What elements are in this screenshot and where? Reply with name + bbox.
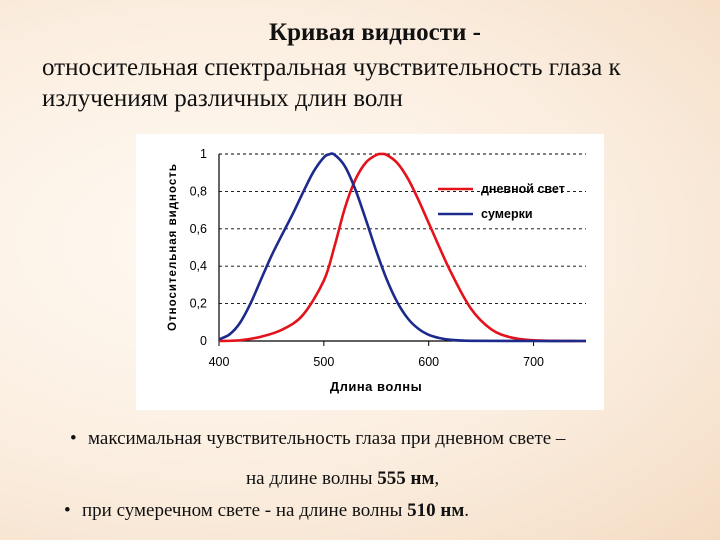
bullet-marker: • [70,428,77,449]
bullet-marker: • [64,500,71,521]
x-axis-label: Длина волны [330,379,422,394]
legend-item-daylight-label: дневной свет [481,182,565,196]
bullet-daylight: • максимальная чувствительность глаза при… [70,428,565,450]
luminosity-chart: 0 0,2 0,4 0,6 0,8 1 400 500 600 700 дневной свет с… [167,147,587,394]
bullet-twilight-suffix: . [464,500,470,521]
legend-item-twilight-label: сумерки [481,207,533,221]
bullet-daylight-prefix: на длине волны [246,468,378,489]
twilight-peak-value: 510 нм [407,500,465,521]
legend: дневной свет сумерки [438,182,565,221]
x-tick-label: 600 [418,355,439,369]
bullet-daylight-continuation: на длине волны 555 нм, [246,468,439,490]
y-tick-label: 0,4 [190,259,207,273]
y-axis-label: Относительная видность [167,163,179,331]
x-tick-label: 500 [313,355,334,369]
series-line-daylight [218,152,587,343]
bullet-daylight-suffix: , [434,468,440,489]
slide-title: Кривая видности - [268,19,482,46]
y-tick-label: 0 [200,334,207,348]
slide-subtitle: относительная спектральная чувствительно… [42,54,621,112]
x-tick-label: 400 [209,355,230,369]
y-tick-label: 0,2 [190,297,207,311]
title-block: Кривая видности - относительная спектрал… [0,18,720,114]
y-tick-label: 0,8 [190,184,207,198]
series-layer [218,152,587,343]
grid-layer [219,153,586,305]
axis-layer: 0 0,2 0,4 0,6 0,8 1 400 500 600 700 [190,147,586,369]
y-tick-label: 0,6 [190,222,207,236]
series-line-twilight [218,152,587,343]
bullet-twilight-text: при сумеречном свете - на длине волны [82,500,408,521]
y-tick-label: 1 [200,147,207,161]
chart-panel: 0 0,2 0,4 0,6 0,8 1 400 500 600 700 дневной свет с… [136,134,604,410]
bullet-daylight-text: максимальная чувствительность глаза при … [88,428,566,449]
daylight-peak-value: 555 нм [377,468,435,489]
x-tick-label: 700 [523,355,544,369]
bullet-twilight: • при сумеречном свете - на длине волны 5… [64,500,469,522]
